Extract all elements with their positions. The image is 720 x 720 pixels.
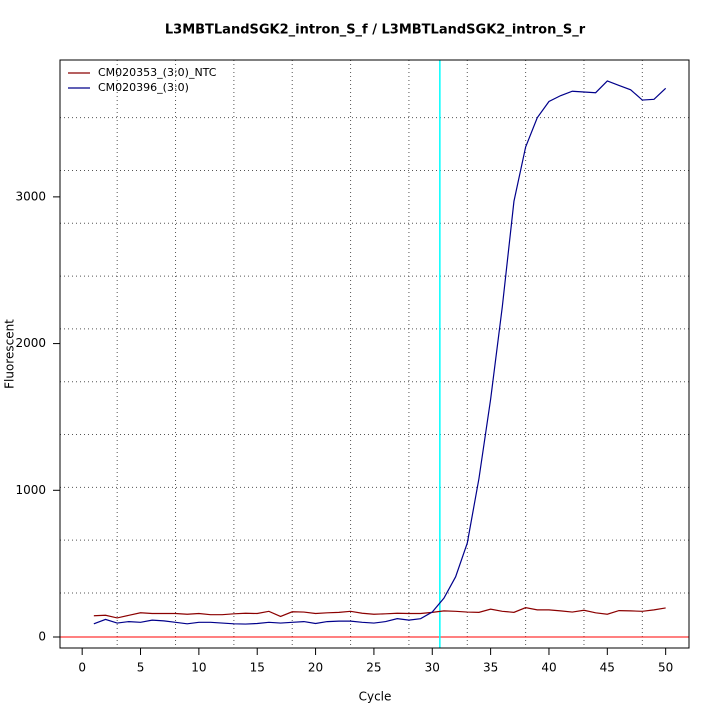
x-tick-label: 15 xyxy=(250,661,265,675)
x-tick-label: 30 xyxy=(425,661,440,675)
x-tick-label: 10 xyxy=(191,661,206,675)
y-tick-label: 1000 xyxy=(15,483,46,497)
x-tick-label: 20 xyxy=(308,661,323,675)
x-tick-label: 50 xyxy=(658,661,673,675)
x-tick-label: 40 xyxy=(541,661,556,675)
legend-label: CM020353_(3:0)_NTC xyxy=(98,66,217,79)
x-tick-label: 0 xyxy=(78,661,86,675)
y-tick-label: 3000 xyxy=(15,189,46,203)
x-axis-label: Cycle xyxy=(359,690,392,704)
series-line xyxy=(93,80,667,625)
plot-frame xyxy=(59,59,690,649)
legend-label: CM020396_(3:0) xyxy=(98,81,189,94)
x-tick-label: 35 xyxy=(483,661,498,675)
y-tick-label: 2000 xyxy=(15,336,46,350)
series-line xyxy=(93,607,666,619)
x-tick-label: 45 xyxy=(600,661,615,675)
chart-title: L3MBTLandSGK2_intron_S_f / L3MBTLandSGK2… xyxy=(165,23,586,38)
y-axis-label: Fluorescent xyxy=(3,319,17,389)
y-tick-label: 0 xyxy=(38,629,46,643)
x-tick-label: 25 xyxy=(366,661,381,675)
x-tick-label: 5 xyxy=(137,661,145,675)
